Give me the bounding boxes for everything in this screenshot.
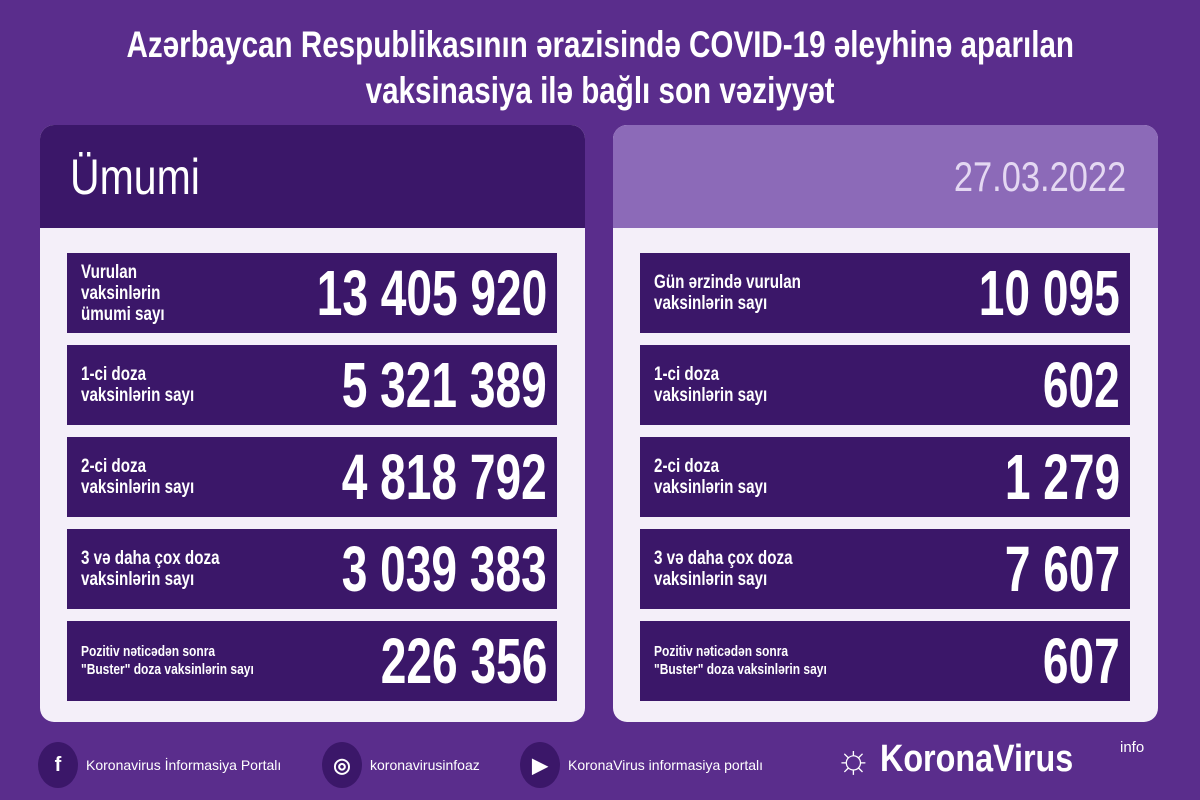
total-panel: Ümumi Vurulan vaksinlərin ümumi sayı 13 4… <box>40 125 585 722</box>
left-stat-row: Vurulan vaksinlərin ümumi sayı 13 405 920 <box>67 253 557 333</box>
title-line-1: Azərbaycan Respublikasının ərazisində CO… <box>126 24 1074 65</box>
logo-sup: info <box>1120 739 1145 756</box>
right-stat-row: 3 və daha çox doza vaksinlərin sayı 7 607 <box>640 529 1130 609</box>
stat-label: Pozitiv nəticədən sonra "Buster" doza va… <box>81 643 254 678</box>
instagram-icon: ◎ <box>322 742 362 788</box>
youtube-label: KoronaVirus informasiya portalı <box>568 757 764 773</box>
right-stat-row: 2-ci doza vaksinlərin sayı 1 279 <box>640 437 1130 517</box>
stat-value: 602 <box>1043 349 1120 421</box>
page-title: Azərbaycan Respublikasının ərazisində CO… <box>0 22 1200 114</box>
left-stat-row: Pozitiv nəticədən sonra "Buster" doza va… <box>67 621 557 701</box>
stat-value: 226 356 <box>380 625 547 697</box>
stat-value: 13 405 920 <box>316 257 547 329</box>
logo-text: KoronaVirus <box>879 738 1073 780</box>
date-text: 27.03.2022 <box>953 152 1126 200</box>
youtube-icon: ▶ <box>520 742 560 788</box>
left-stat-row: 1-ci doza vaksinlərin sayı 5 321 389 <box>67 345 557 425</box>
instagram-link[interactable]: ◎ koronavirusinfoaz <box>322 742 480 788</box>
stat-label: Vurulan vaksinlərin ümumi sayı <box>81 261 165 325</box>
koronavirus-logo: ☼ KoronaVirus info <box>835 737 1144 782</box>
total-header: Ümumi <box>40 125 585 228</box>
stat-value: 3 039 383 <box>342 533 547 605</box>
virus-sun-icon: ☼ <box>835 737 872 781</box>
right-stat-row: 1-ci doza vaksinlərin sayı 602 <box>640 345 1130 425</box>
stat-value: 607 <box>1043 625 1120 697</box>
daily-panel: 27.03.2022 Gün ərzində vurulan vaksinlər… <box>613 125 1158 722</box>
title-line-2: vaksinasiya ilə bağlı son vəziyyət <box>365 70 835 111</box>
stat-label: Pozitiv nəticədən sonra "Buster" doza va… <box>654 643 827 678</box>
facebook-label: Koronavirus İnformasiya Portalı <box>86 757 282 773</box>
left-stat-row: 2-ci doza vaksinlərin sayı 4 818 792 <box>67 437 557 517</box>
stat-label: 2-ci doza vaksinlərin sayı <box>654 456 768 498</box>
facebook-icon: f <box>38 742 78 788</box>
stat-label: 3 və daha çox doza vaksinlərin sayı <box>654 548 793 590</box>
facebook-link[interactable]: f Koronavirus İnformasiya Portalı <box>38 742 281 788</box>
stat-label: Gün ərzində vurulan vaksinlərin sayı <box>654 272 801 314</box>
stat-label: 2-ci doza vaksinlərin sayı <box>81 456 195 498</box>
stat-value: 10 095 <box>979 257 1120 329</box>
stat-label: 3 və daha çox doza vaksinlərin sayı <box>81 548 220 590</box>
left-stat-row: 3 və daha çox doza vaksinlərin sayı 3 039… <box>67 529 557 609</box>
date-header: 27.03.2022 <box>613 125 1158 228</box>
youtube-link[interactable]: ▶ KoronaVirus informasiya portalı <box>520 742 763 788</box>
total-header-text: Ümumi <box>70 148 200 205</box>
stat-label: 1-ci doza vaksinlərin sayı <box>81 364 195 406</box>
stat-label: 1-ci doza vaksinlərin sayı <box>654 364 768 406</box>
stat-value: 1 279 <box>1004 441 1120 513</box>
stat-value: 5 321 389 <box>342 349 547 421</box>
instagram-label: koronavirusinfoaz <box>370 757 480 773</box>
footer: f Koronavirus İnformasiya Portalı ◎ korona… <box>0 732 1200 792</box>
right-stat-row: Gün ərzində vurulan vaksinlərin sayı 10 0… <box>640 253 1130 333</box>
right-stat-row: Pozitiv nəticədən sonra "Buster" doza va… <box>640 621 1130 701</box>
stat-value: 7 607 <box>1004 533 1120 605</box>
stat-value: 4 818 792 <box>342 441 547 513</box>
